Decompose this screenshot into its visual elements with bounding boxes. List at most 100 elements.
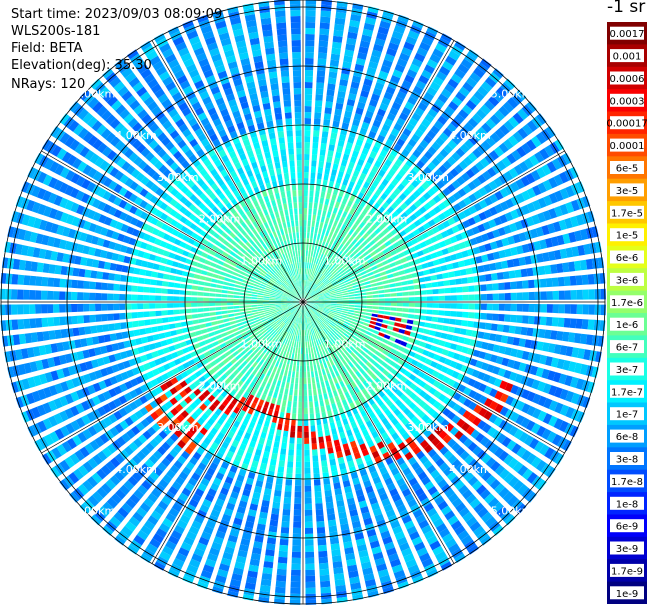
gate-cell [423,202,432,211]
gate-cell [510,303,517,312]
gate-cell [339,165,346,173]
gate-cell [414,128,424,138]
gate-cell [60,328,68,339]
gate-cell [338,236,344,243]
gate-cell [366,295,373,299]
gate-cell [354,218,362,226]
gate-cell [449,318,456,325]
gate-cell [131,285,138,292]
gate-cell [357,264,364,270]
gate-cell [245,296,252,299]
gate-cell [404,226,412,234]
gate-cell [333,439,341,447]
gate-cell [392,271,400,277]
gate-cell [144,278,151,285]
gate-cell [477,265,485,273]
gate-cell [379,20,391,30]
gate-cell [431,184,441,193]
gate-cell [353,313,360,317]
gate-cell [0,367,9,380]
gate-cell [386,232,393,239]
gate-cell [289,599,301,605]
gate-cell [304,142,310,149]
gate-cell [408,302,415,307]
gate-cell [304,82,313,89]
gate-cell [315,287,320,292]
gate-cell [511,149,522,161]
gate-cell [331,300,337,302]
gate-cell [363,78,373,87]
gate-cell [338,229,344,236]
gate-cell [439,148,449,158]
gate-cell [408,308,415,313]
gate-cell [485,118,497,129]
gate-cell [305,262,307,269]
gate-cell [558,304,565,314]
gate-cell [269,303,276,306]
gate-cell [461,277,468,284]
gate-cell [326,257,331,264]
gate-cell [314,227,319,234]
gate-cell [30,261,38,272]
gate-cell [391,101,402,111]
gate-cell [476,108,487,120]
gate-cell [314,370,319,377]
gate-cell [456,286,463,293]
gate-cell [333,284,340,288]
gate-cell [304,431,309,438]
gate-cell [283,503,291,510]
gate-cell [59,316,67,326]
gate-cell [412,189,421,198]
gate-cell [307,377,311,384]
gate-cell [356,205,364,213]
gate-cell [89,281,96,290]
gate-cell [480,284,487,292]
gate-cell [458,199,467,209]
gate-cell [416,160,425,169]
gate-cell [432,48,444,59]
gate-cell [305,563,315,570]
gate-cell [361,208,368,216]
gate-cell [197,308,204,313]
gate-cell [496,272,504,280]
gate-cell [161,281,169,287]
gate-cell [473,202,483,212]
gate-cell [378,332,385,338]
gate-cell [392,241,400,249]
gate-cell [367,257,374,264]
gate-cell [336,176,343,184]
gate-cell [313,270,317,277]
gate-cell [313,346,316,353]
gate-cell [269,403,275,410]
gate-cell [324,429,331,437]
gate-cell [334,488,343,496]
gate-cell [325,192,331,200]
gate-cell [292,401,297,408]
gate-cell [330,303,337,306]
gate-cell [304,292,307,299]
gate-cell [340,184,347,192]
gate-cell [446,334,454,341]
gate-cell [285,412,291,420]
gate-cell [330,268,336,274]
gate-cell [404,101,415,111]
gate-cell [233,302,240,306]
gate-cell [377,108,386,117]
gate-cell [374,188,382,197]
gate-cell [228,333,235,339]
gate-cell [440,264,448,272]
gate-cell [508,270,516,279]
gate-cell [289,437,295,444]
gate-cell [350,255,357,262]
gate-cell [292,407,297,414]
gate-cell [408,117,418,127]
gate-cell [429,53,441,64]
gate-cell [306,295,311,300]
gate-cell [454,40,467,51]
gate-cell [570,304,577,314]
gate-cell [348,309,355,313]
gate-cell [326,283,333,288]
gate-cell [59,304,66,313]
gate-cell [447,195,457,204]
gate-cell [321,137,328,144]
